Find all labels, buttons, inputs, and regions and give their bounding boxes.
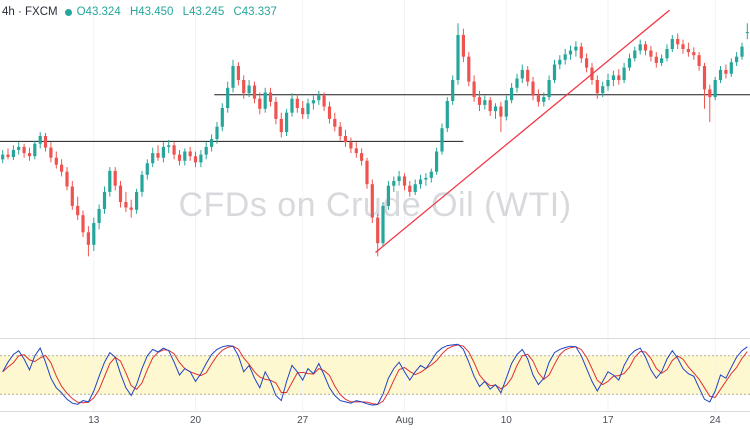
ohlc-low-label: L bbox=[182, 6, 190, 18]
candle-series bbox=[1, 23, 749, 257]
ohlc-close-label: C bbox=[233, 6, 242, 18]
chart-legend: 4h · FXCM O43.324 H43.450 L43.245 C43.33… bbox=[2, 5, 283, 19]
ohlc-close-value: 43.337 bbox=[241, 6, 277, 18]
time-axis-label: 10 bbox=[500, 415, 512, 426]
time-axis-label: 13 bbox=[88, 415, 100, 426]
stochastic-panel[interactable] bbox=[0, 339, 750, 412]
series-marker-icon bbox=[64, 8, 72, 16]
time-axis-label: Aug bbox=[395, 415, 414, 426]
trendline[interactable] bbox=[375, 9, 671, 254]
ohlc-values: O43.324 H43.450 L43.245 C43.337 bbox=[77, 5, 283, 19]
ohlc-high-label: H bbox=[129, 6, 139, 18]
time-axis-label: 20 bbox=[189, 415, 202, 426]
ohlc-high-value: 43.450 bbox=[138, 6, 174, 18]
time-axis[interactable]: 13 20 27 Aug 10 17 24 bbox=[0, 412, 750, 430]
stochastic-svg[interactable] bbox=[0, 339, 750, 411]
stoch-band bbox=[0, 355, 750, 395]
ohlc-open-value: 43.324 bbox=[85, 6, 121, 18]
time-axis-label: 17 bbox=[602, 415, 614, 426]
ohlc-open-label: O bbox=[76, 6, 86, 18]
main-chart-panel[interactable]: CFDs on Crude Oil (WTI) 4h · FXCM O43.32… bbox=[0, 0, 750, 339]
main-chart-svg[interactable] bbox=[0, 0, 750, 338]
time-axis-label: 24 bbox=[709, 415, 721, 426]
stoch-k-line bbox=[2, 343, 748, 406]
symbol-info-text[interactable]: 4h · FXCM bbox=[2, 6, 58, 18]
ohlc-low-value: 43.245 bbox=[189, 6, 225, 18]
time-axis-label: 27 bbox=[297, 415, 309, 426]
stoch-d-line bbox=[2, 344, 748, 405]
